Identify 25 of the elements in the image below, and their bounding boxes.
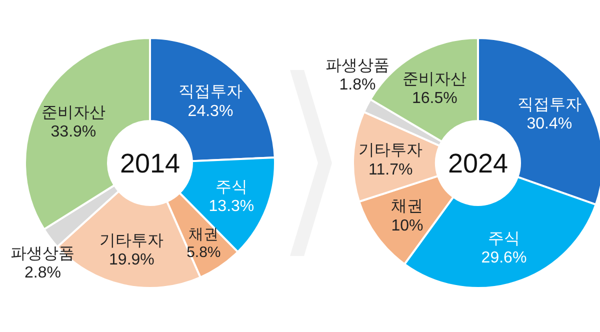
slice-label: 채권 bbox=[391, 198, 424, 216]
slice-label: 주식 bbox=[215, 178, 248, 196]
slice-label: 채권 bbox=[188, 226, 219, 243]
slice-label: 파생상품 bbox=[10, 245, 75, 262]
data-label: 10% bbox=[391, 217, 424, 234]
slice-label: 준비자산 bbox=[402, 70, 467, 88]
data-label: 16.5% bbox=[412, 90, 458, 107]
data-label: 29.6% bbox=[481, 250, 527, 267]
slice-label: 주식 bbox=[488, 230, 520, 248]
text: 2024 bbox=[448, 148, 508, 178]
data-label: 11.7% bbox=[368, 161, 413, 178]
slice-label: 준비자산 bbox=[41, 104, 106, 122]
data-label: 2.8% bbox=[24, 264, 61, 282]
slice-label: 파생상품 bbox=[325, 57, 390, 74]
data-label: 24.3% bbox=[188, 102, 234, 120]
slice-label: 기타투자 bbox=[358, 142, 423, 160]
data-label: 33.9% bbox=[50, 124, 96, 141]
slice-label: 직접투자 bbox=[517, 96, 582, 114]
slice-label: 직접투자 bbox=[178, 84, 242, 101]
data-label: 1.8% bbox=[339, 76, 376, 94]
slice-label: 기타투자 bbox=[100, 232, 164, 250]
data-label: 13.3% bbox=[208, 198, 254, 215]
text: 2014 bbox=[120, 148, 180, 178]
data-label: 19.9% bbox=[109, 252, 154, 269]
data-label: 30.4% bbox=[526, 115, 572, 132]
